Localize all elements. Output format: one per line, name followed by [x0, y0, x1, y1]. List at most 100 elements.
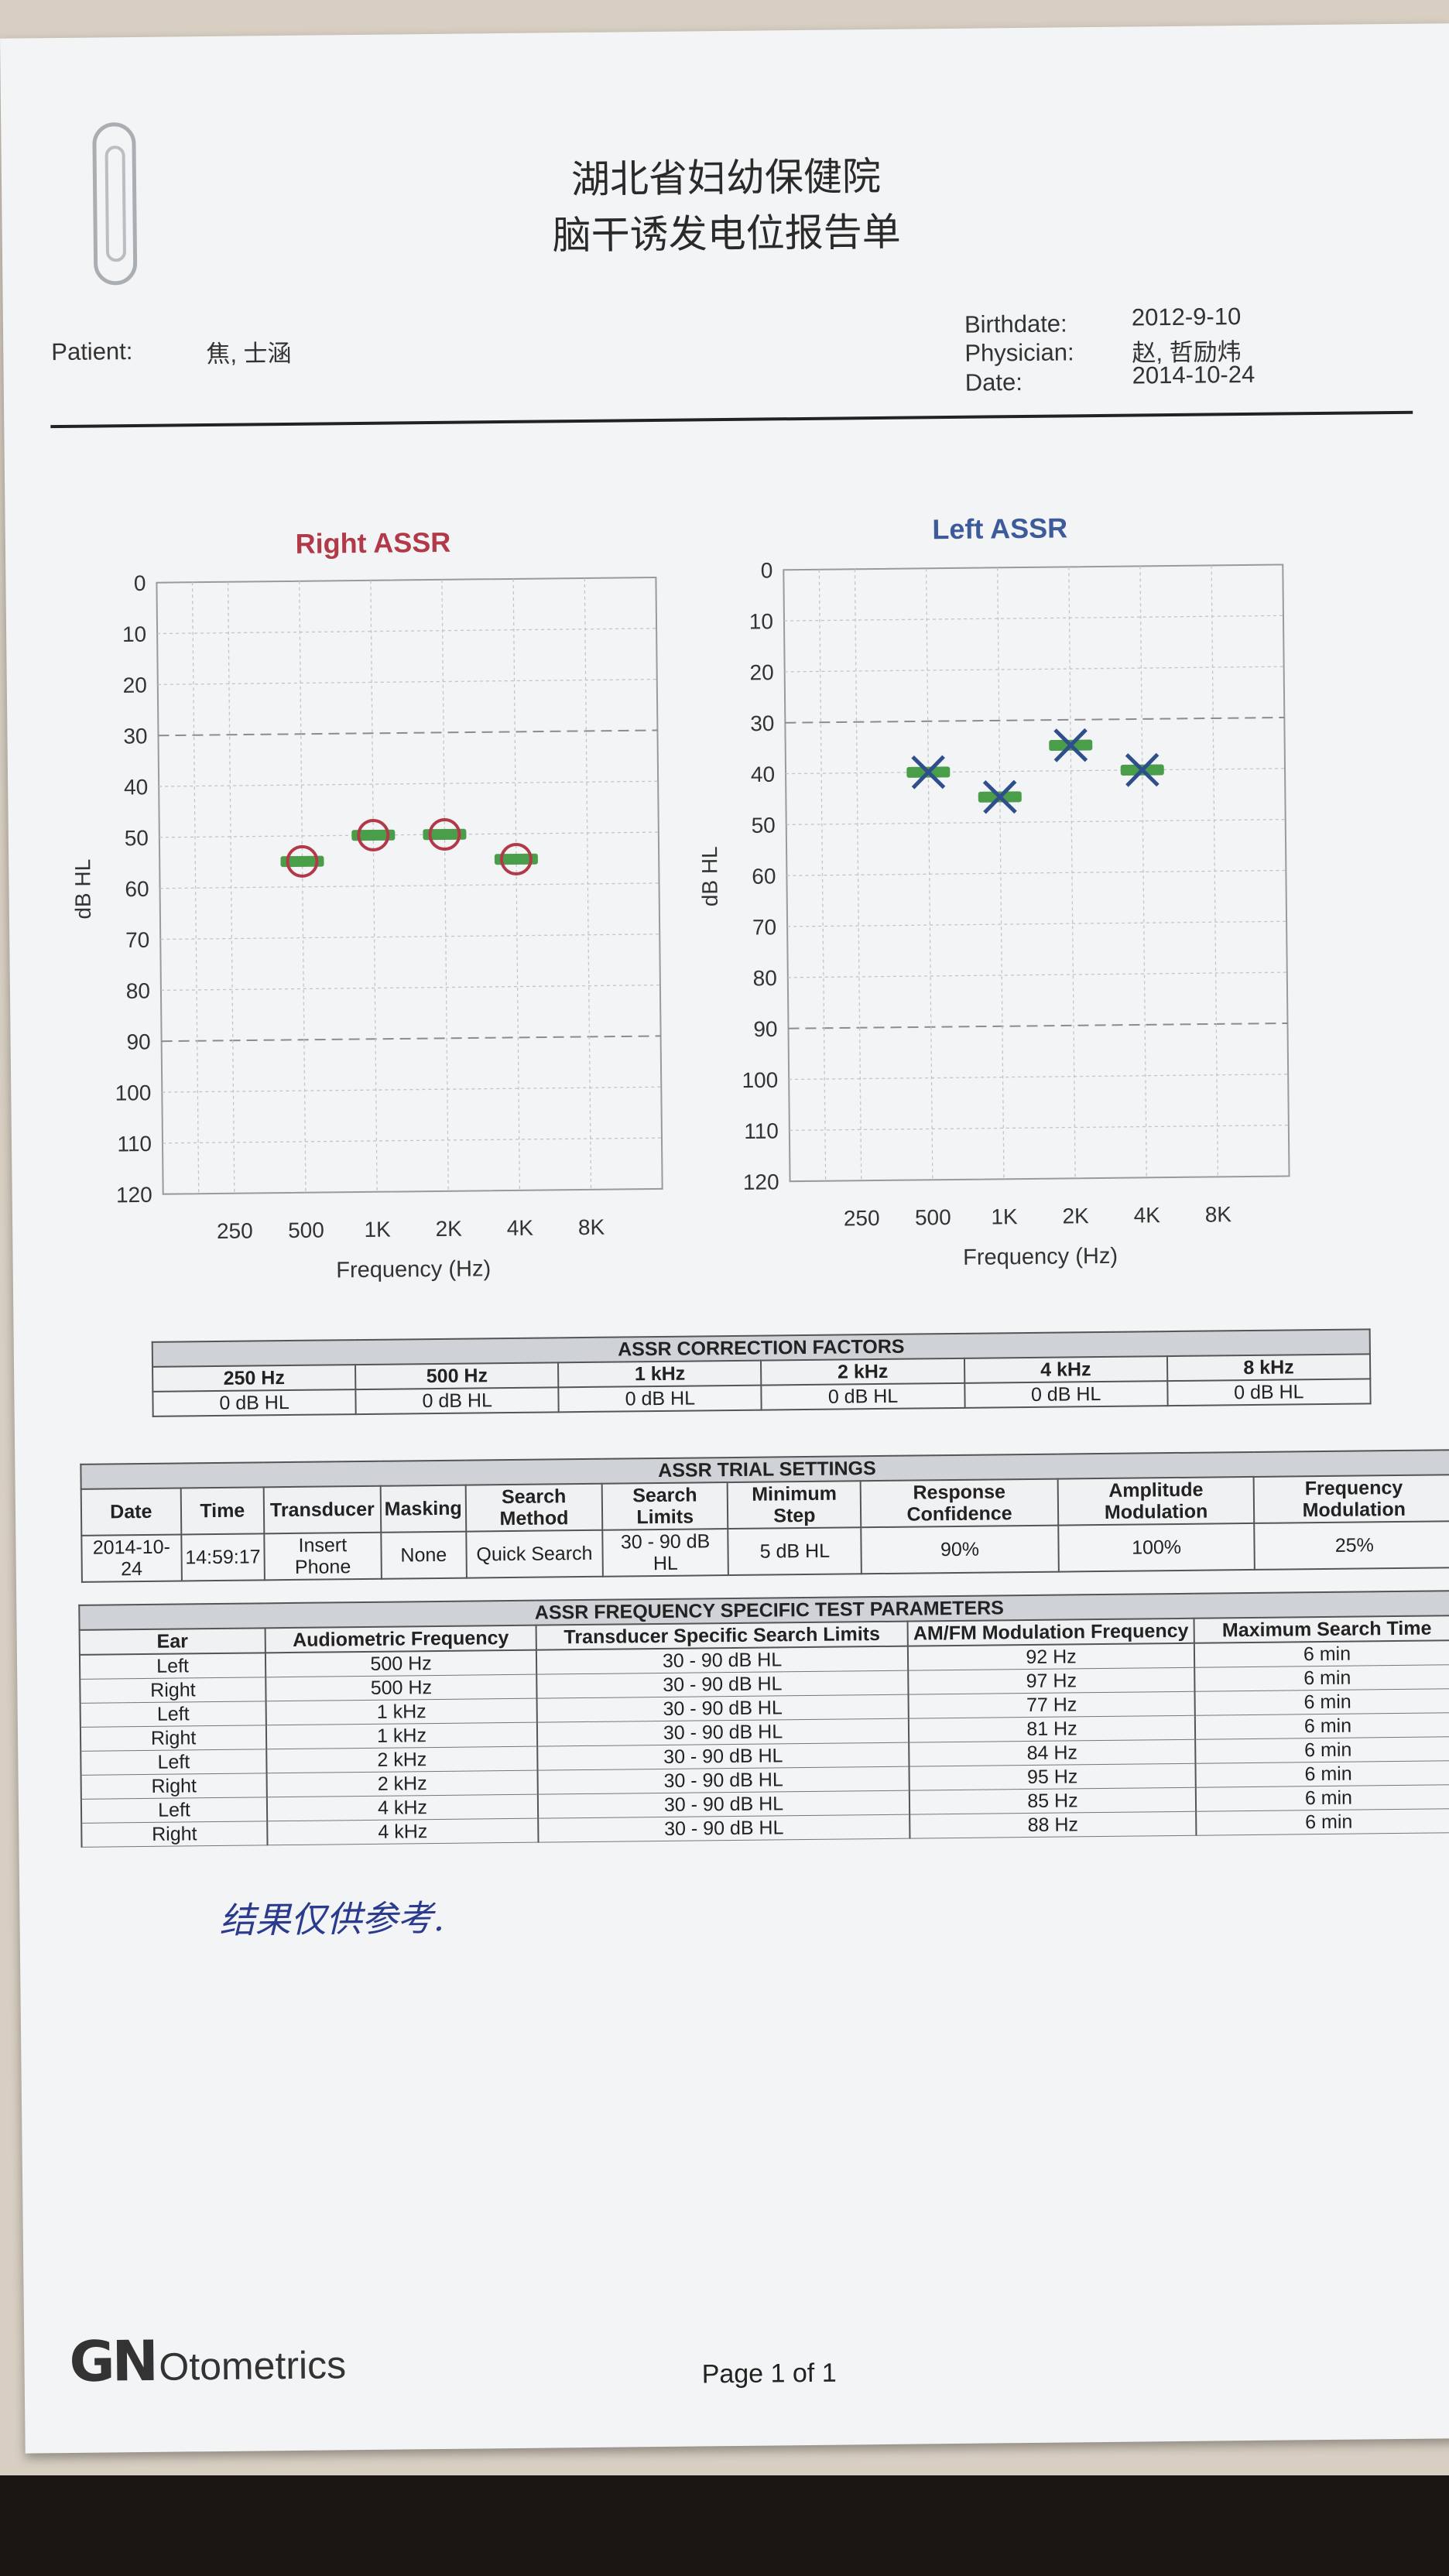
- y-tick-label: 40: [751, 762, 775, 786]
- freq-cell: 30 - 90 dB HL: [537, 1742, 909, 1771]
- y-tick-label: 120: [116, 1183, 152, 1207]
- freq-header: Maximum Search Time: [1194, 1615, 1449, 1643]
- trial-header: Search Limits: [601, 1482, 728, 1530]
- grid-line: [160, 933, 660, 940]
- freq-header: Audiometric Frequency: [265, 1625, 536, 1653]
- page-number: Page 1 of 1: [701, 2358, 837, 2389]
- grid-line: [191, 582, 200, 1194]
- trial-header: Minimum Step: [727, 1481, 862, 1530]
- y-tick-label: 10: [122, 622, 146, 646]
- x-tick-label: 250: [217, 1218, 253, 1242]
- correction-header: 500 Hz: [355, 1362, 559, 1390]
- freq-cell: 30 - 90 dB HL: [538, 1814, 910, 1843]
- y-axis-label: dB HL: [697, 846, 722, 906]
- freq-header: Ear: [79, 1628, 265, 1655]
- left-ear-cross-marker: [1053, 728, 1088, 762]
- freq-cell: 4 kHz: [267, 1818, 539, 1845]
- trial-value: 100%: [1057, 1523, 1255, 1572]
- right-ear-circle-marker: [428, 818, 461, 851]
- freq-cell: Right: [80, 1725, 267, 1752]
- right-ear-circle-marker: [286, 844, 319, 878]
- response-bar: [351, 829, 396, 841]
- y-tick-label: 30: [750, 711, 774, 735]
- right-assr-title: Right ASSR: [295, 526, 451, 560]
- freq-cell: Left: [80, 1797, 268, 1824]
- freq-cell: 30 - 90 dB HL: [537, 1790, 910, 1819]
- freq-cell: 30 - 90 dB HL: [536, 1646, 909, 1675]
- left-ear-cross-marker: [911, 755, 945, 790]
- trial-value: None: [381, 1531, 467, 1579]
- left-ear-cross-marker: [1125, 752, 1160, 787]
- correction-header: 250 Hz: [152, 1365, 356, 1392]
- freq-cell: 6 min: [1195, 1736, 1449, 1764]
- trial-value: Quick Search: [466, 1530, 603, 1578]
- grid-line: [162, 1086, 662, 1093]
- left-ear-cross-marker: [983, 779, 1017, 814]
- freq-cell: 500 Hz: [265, 1649, 537, 1677]
- report-paper: 湖北省妇幼保健院 脑干诱发电位报告单 Patient: 焦, 士涵 Birthd…: [0, 23, 1449, 2454]
- freq-cell: 6 min: [1194, 1664, 1449, 1692]
- y-tick-label: 80: [752, 966, 776, 990]
- freq-cell: 6 min: [1194, 1712, 1449, 1740]
- grid-line: [786, 818, 1286, 826]
- grid-line: [227, 581, 235, 1194]
- freq-cell: Left: [79, 1653, 266, 1680]
- paper-clip-inner: [104, 146, 127, 262]
- freq-cell: 92 Hz: [907, 1643, 1195, 1671]
- trial-settings-table: ASSR TRIAL SETTINGS Date Time Transducer…: [80, 1449, 1449, 1583]
- y-tick-label: 10: [749, 609, 773, 633]
- freq-cell: Left: [80, 1701, 266, 1728]
- x-tick-label: 4K: [507, 1216, 534, 1240]
- grid-line: [784, 666, 1284, 673]
- y-tick-label: 20: [749, 660, 773, 684]
- grid-line: [786, 768, 1286, 775]
- trial-value: 2014-10-24: [81, 1534, 182, 1582]
- grid-line: [787, 920, 1287, 927]
- grid-line: [160, 984, 660, 992]
- trial-header: Response Confidence: [860, 1478, 1058, 1528]
- freq-cell: 30 - 90 dB HL: [536, 1694, 909, 1723]
- grid-line: [512, 578, 521, 1190]
- x-tick-label: 2K: [1062, 1204, 1089, 1228]
- x-tick-label: 2K: [435, 1217, 462, 1241]
- y-tick-label: 90: [126, 1029, 150, 1053]
- grid-line: [584, 577, 592, 1190]
- correction-value: 0 dB HL: [152, 1389, 356, 1416]
- response-bar: [280, 855, 324, 868]
- correction-value: 0 dB HL: [761, 1382, 965, 1410]
- grid-line: [1139, 566, 1147, 1178]
- correction-header: 1 kHz: [558, 1360, 762, 1388]
- right-ear-circle-marker: [499, 842, 533, 875]
- grid-line: [159, 882, 659, 889]
- grid-line: [1211, 565, 1219, 1177]
- grid-line: [157, 678, 657, 686]
- grid-line: [783, 615, 1283, 622]
- trial-value: 30 - 90 dB HL: [602, 1529, 729, 1577]
- grid-line: [787, 971, 1287, 978]
- y-tick-label: 20: [122, 673, 146, 697]
- freq-cell: 97 Hz: [908, 1667, 1195, 1695]
- grid-line: [159, 780, 659, 787]
- reference-line: [788, 1022, 1288, 1029]
- freq-cell: 500 Hz: [265, 1674, 537, 1701]
- trial-value: 25%: [1254, 1521, 1449, 1570]
- table-surface: [0, 2475, 1449, 2576]
- trial-value: 5 dB HL: [728, 1527, 862, 1576]
- trial-header: Amplitude Modulation: [1057, 1476, 1255, 1526]
- left-assr-chart: 0 10 20 30 40 50 60 70 80 90 100 110 120 250 500 1K 2K 4K…: [697, 558, 1290, 1270]
- y-axis-label: dB HL: [70, 859, 95, 920]
- freq-header: Transducer Specific Search Limits: [536, 1621, 908, 1650]
- grid-line: [299, 581, 307, 1193]
- freq-cell: 95 Hz: [909, 1763, 1196, 1791]
- freq-cell: 6 min: [1195, 1760, 1449, 1788]
- freq-cell: 4 kHz: [266, 1794, 539, 1821]
- freq-cell: 6 min: [1196, 1808, 1449, 1836]
- correction-header: 4 kHz: [964, 1356, 1168, 1383]
- correction-value: 0 dB HL: [355, 1387, 559, 1415]
- freq-cell: Left: [80, 1749, 267, 1776]
- freq-header: AM/FM Modulation Frequency: [907, 1618, 1194, 1646]
- y-tick-label: 110: [744, 1119, 779, 1143]
- trial-header: Masking: [380, 1485, 467, 1533]
- trial-header: Time: [180, 1487, 265, 1535]
- grid-line: [789, 1074, 1289, 1081]
